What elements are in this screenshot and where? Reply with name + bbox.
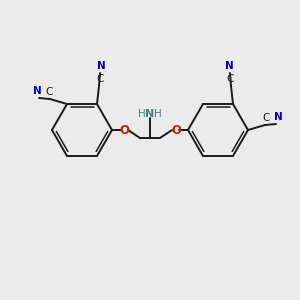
- Text: C: C: [45, 87, 53, 97]
- Text: N: N: [274, 112, 282, 122]
- Text: C: C: [226, 74, 234, 84]
- Text: N: N: [33, 86, 41, 96]
- Text: H: H: [154, 109, 162, 119]
- Text: N: N: [97, 61, 105, 71]
- Text: O: O: [119, 124, 129, 136]
- Text: N: N: [225, 61, 233, 71]
- Text: C: C: [96, 74, 104, 84]
- Text: H: H: [138, 109, 146, 119]
- Text: N: N: [146, 109, 154, 119]
- Text: C: C: [262, 113, 270, 123]
- Text: O: O: [171, 124, 181, 136]
